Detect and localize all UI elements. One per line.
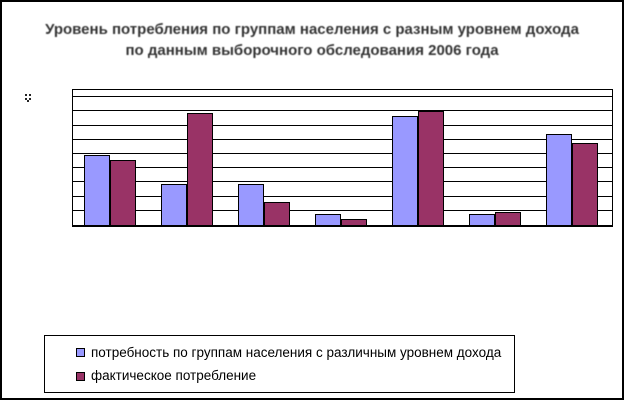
- bar-group: [227, 90, 304, 225]
- bar: [238, 183, 264, 225]
- bar: [572, 142, 598, 225]
- gridline: [73, 110, 612, 112]
- bar: [110, 159, 136, 225]
- gridlines: [73, 90, 612, 225]
- bar: [418, 111, 444, 225]
- bar: [341, 219, 367, 225]
- bar-group: [150, 90, 227, 225]
- chart-title-line1: Уровень потребления по группам населения…: [45, 21, 579, 38]
- gridline: [73, 152, 612, 154]
- bar-group: [304, 90, 381, 225]
- gridline: [73, 124, 612, 126]
- gridline: [73, 181, 612, 183]
- gridline: [73, 167, 612, 169]
- gridline: [73, 209, 612, 211]
- legend-item-actual: фактическое потребление: [76, 365, 508, 389]
- legend: потребность по группам населения с разли…: [44, 335, 515, 393]
- bar: [546, 134, 572, 225]
- gridline: [73, 96, 612, 98]
- gridline: [73, 195, 612, 197]
- bar: [392, 115, 418, 225]
- plot-area: [72, 89, 613, 227]
- bar: [161, 183, 187, 225]
- chart-title: Уровень потребления по группам населения…: [2, 19, 622, 61]
- bar: [264, 202, 290, 225]
- bar-group: [381, 90, 458, 225]
- bar: [495, 212, 521, 225]
- bar-groups: [73, 90, 612, 225]
- chart-title-line2: по данным выборочного обследования 2006 …: [125, 42, 499, 59]
- bar: [469, 213, 495, 225]
- bar-group: [535, 90, 612, 225]
- bar-group: [73, 90, 150, 225]
- legend-swatch-actual: [76, 371, 85, 381]
- bar: [84, 155, 110, 225]
- bar-group: [458, 90, 535, 225]
- legend-item-needs: потребность по группам населения с разли…: [76, 341, 508, 365]
- legend-label-needs: потребность по группам населения с разли…: [91, 344, 502, 360]
- bar: [315, 213, 341, 225]
- y-axis-label-remnant: [25, 94, 27, 96]
- legend-label-actual: фактическое потребление: [91, 368, 257, 384]
- gridline: [73, 138, 612, 140]
- legend-swatch-needs: [76, 348, 85, 358]
- bar: [187, 112, 213, 225]
